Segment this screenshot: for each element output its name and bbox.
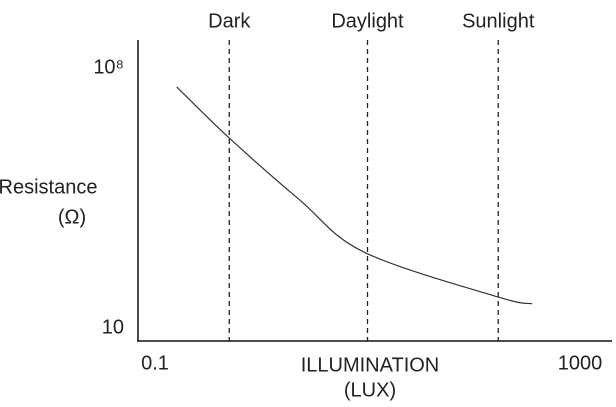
annotation-label: Dark bbox=[208, 10, 251, 32]
y-axis-label: Resistance bbox=[0, 176, 97, 198]
x-axis-label: ILLUMINATION bbox=[301, 354, 440, 376]
annotation-label: Daylight bbox=[331, 10, 404, 32]
curve bbox=[176, 86, 533, 305]
y-tick-label: 10⁸ bbox=[93, 56, 124, 78]
y-tick-label: 10 bbox=[102, 316, 124, 338]
x-tick-label: 0.1 bbox=[141, 352, 169, 374]
x-axis-label: (LUX) bbox=[344, 379, 396, 401]
annotation-label: Sunlight bbox=[462, 10, 535, 32]
x-tick-label: 1000 bbox=[558, 352, 603, 374]
y-axis-label: (Ω) bbox=[58, 206, 86, 228]
